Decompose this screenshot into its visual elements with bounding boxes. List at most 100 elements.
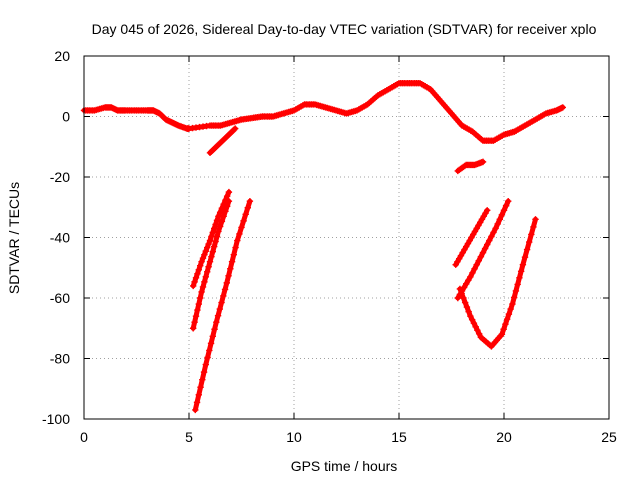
data-point xyxy=(212,238,219,245)
data-point xyxy=(460,284,468,291)
data-point xyxy=(211,243,218,250)
data-point xyxy=(223,192,231,200)
data-point xyxy=(215,228,222,235)
data-point xyxy=(242,211,249,218)
data-point xyxy=(216,223,224,230)
series-segment-5h-6h xyxy=(206,125,239,156)
data-point xyxy=(220,292,227,300)
data-point xyxy=(198,258,205,265)
data-point xyxy=(467,273,474,281)
data-point xyxy=(202,273,209,281)
data-point xyxy=(230,126,238,133)
data-point xyxy=(207,340,215,347)
data-point xyxy=(532,216,539,223)
data-point xyxy=(211,326,218,333)
data-point xyxy=(484,207,491,214)
data-point xyxy=(190,282,197,290)
data-point xyxy=(216,305,223,313)
data-point xyxy=(213,233,221,240)
data-point xyxy=(468,316,476,323)
data-point xyxy=(191,278,198,286)
data-point xyxy=(214,312,222,319)
data-point xyxy=(502,321,509,328)
x-tick-label: 5 xyxy=(185,429,193,445)
data-point xyxy=(486,237,493,244)
data-point xyxy=(213,217,221,224)
data-point xyxy=(232,244,239,251)
data-point xyxy=(498,331,506,338)
data-point xyxy=(209,248,216,255)
data-point xyxy=(199,254,207,262)
x-tick-label: 15 xyxy=(391,429,407,445)
data-point xyxy=(225,272,232,280)
data-point xyxy=(512,287,520,295)
series-dip-18h-a xyxy=(452,207,491,268)
data-point xyxy=(194,270,201,277)
data-point xyxy=(484,241,491,248)
data-point xyxy=(225,198,233,205)
data-point xyxy=(197,262,204,269)
data-point xyxy=(492,225,499,232)
data-point xyxy=(510,294,518,301)
series-segment-18h xyxy=(454,158,487,175)
data-point xyxy=(467,312,474,320)
data-point xyxy=(526,238,533,246)
data-point xyxy=(232,125,239,132)
x-tick-label: 25 xyxy=(601,429,617,445)
data-point xyxy=(246,198,254,205)
data-point xyxy=(503,315,511,323)
chart-title: Day 045 of 2026, Sidereal Day-to-day VTE… xyxy=(92,21,597,37)
y-tick-label: -60 xyxy=(50,290,70,306)
data-point xyxy=(200,368,208,376)
data-point xyxy=(195,300,202,308)
data-point xyxy=(471,265,478,272)
data-point xyxy=(204,244,211,251)
y-tick-label: -80 xyxy=(50,351,70,367)
data-point xyxy=(209,229,216,236)
data-point xyxy=(194,306,201,314)
data-point xyxy=(209,333,216,340)
y-tick-label: 0 xyxy=(62,109,70,125)
data-point xyxy=(472,323,479,330)
data-point xyxy=(509,300,516,308)
series-dip-5h-c xyxy=(192,198,254,414)
series-dip-19h-c xyxy=(456,216,539,350)
x-tick-label: 10 xyxy=(286,429,302,445)
y-tick-label: -40 xyxy=(50,230,70,246)
data-point xyxy=(470,320,478,327)
data-point xyxy=(202,361,209,368)
series-line xyxy=(192,198,253,413)
data-point xyxy=(456,285,464,293)
data-point xyxy=(216,209,224,216)
data-point xyxy=(228,258,236,265)
data-point xyxy=(193,399,201,406)
data-point xyxy=(481,245,489,252)
data-point xyxy=(221,286,229,293)
data-point xyxy=(223,279,230,287)
y-axis-label: SDTVAR / TECUs xyxy=(6,182,22,294)
data-point xyxy=(199,283,207,291)
series-dip-18h-b xyxy=(454,198,512,302)
data-point xyxy=(202,247,209,255)
data-point xyxy=(528,231,535,238)
data-point xyxy=(500,207,508,214)
data-point xyxy=(465,308,472,315)
data-point xyxy=(514,281,521,288)
data-point xyxy=(197,384,204,391)
data-point xyxy=(201,251,208,258)
data-point xyxy=(494,220,501,228)
data-point xyxy=(463,303,471,311)
data-point xyxy=(213,319,220,326)
data-point xyxy=(461,299,469,306)
data-point xyxy=(206,237,214,244)
data-point xyxy=(465,277,472,284)
data-point xyxy=(199,376,206,383)
data-point xyxy=(230,251,237,258)
data-point xyxy=(488,233,495,240)
data-point xyxy=(222,208,229,215)
data-point xyxy=(236,230,243,238)
x-tick-label: 20 xyxy=(496,429,512,445)
data-point xyxy=(195,391,202,398)
data-points xyxy=(80,80,566,414)
